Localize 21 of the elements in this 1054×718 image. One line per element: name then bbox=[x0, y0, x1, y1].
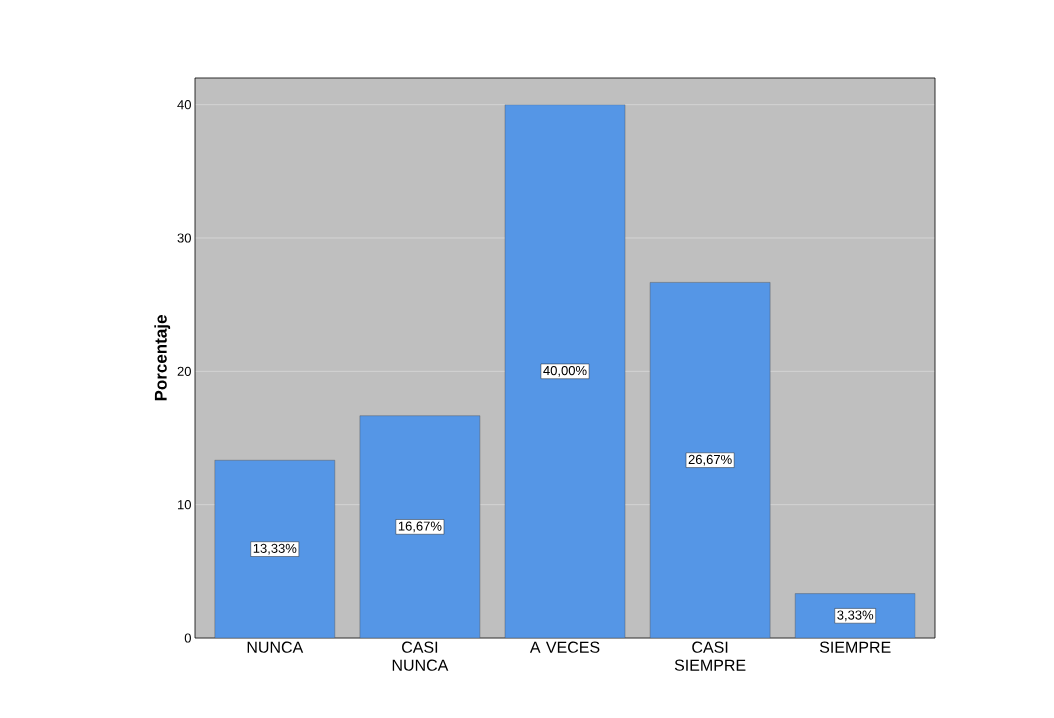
y-axis-title: Porcentaje bbox=[154, 315, 171, 401]
data-label: 26,67% bbox=[688, 454, 732, 466]
data-label: 13,33% bbox=[253, 543, 297, 555]
bar bbox=[505, 104, 626, 638]
y-tick-label: 10 bbox=[178, 500, 191, 510]
data-label: 40,00% bbox=[543, 365, 587, 377]
bar bbox=[214, 460, 335, 638]
x-tick-label: NUNCA bbox=[247, 641, 304, 653]
y-tick-label: 20 bbox=[177, 366, 191, 376]
data-label: 16,67% bbox=[398, 521, 442, 533]
bar bbox=[795, 593, 916, 638]
y-tick-label: 40 bbox=[177, 100, 191, 110]
bar bbox=[650, 282, 771, 638]
x-tick-label: SIEMPRE bbox=[819, 641, 891, 653]
x-tick-label: CASI NUNCA bbox=[392, 641, 449, 671]
y-tick-label: 30 bbox=[177, 233, 191, 243]
bar bbox=[359, 415, 480, 638]
y-tick-label: 0 bbox=[184, 633, 191, 643]
data-label: 3,33% bbox=[837, 610, 874, 622]
x-tick-label: A VECES bbox=[529, 641, 600, 653]
x-tick-label: CASI SIEMPRE bbox=[674, 641, 746, 671]
